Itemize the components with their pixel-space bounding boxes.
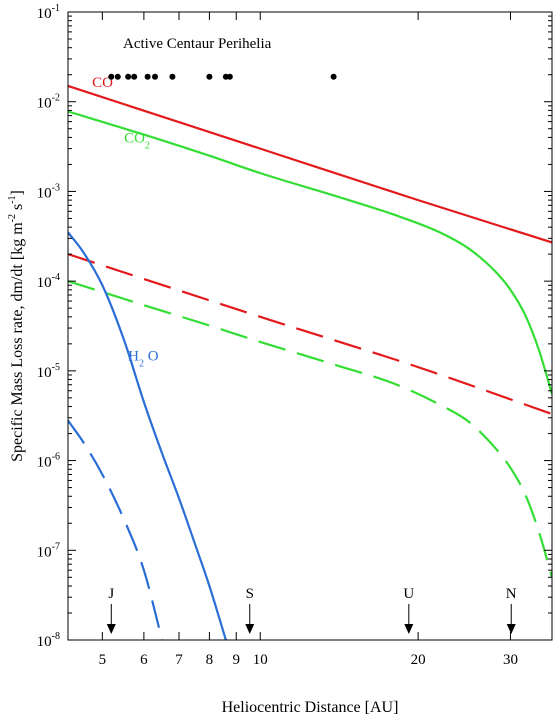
plot-frame [67,11,553,641]
series-layer [68,84,552,640]
series-label: CO2 [124,131,150,152]
co2-solid-line [68,110,552,395]
perihelion-point [151,73,158,80]
perihelion-point [330,73,337,80]
perihelia-label: Active Centaur Perihelia [123,36,272,52]
y-tick-label: 10-8 [37,631,60,650]
planet-arrow-head [106,624,116,634]
x-tick-label: 9 [232,652,240,668]
planet-label-j: J [108,586,114,602]
x-tick-label: 30 [503,652,518,668]
co2-dashed-line [68,280,552,578]
perihelion-point [144,73,151,80]
x-axis-label: Heliocentric Distance [AU] [222,699,399,716]
perihelion-point [169,73,176,80]
x-tick-label: 5 [99,652,107,668]
y-tick-label: 10-7 [37,541,60,560]
planet-label-n: N [506,586,517,602]
tick-layer: 5 6 7 8 9 10 20 30 10-8 10-7 10-6 10-5 10-4 10-3 10-2 1… [37,3,552,668]
y-tick-label: 10-6 [37,452,60,471]
y-tick-label: 10-2 [37,93,60,112]
x-tick-label: 20 [411,652,426,668]
perihelion-point [206,73,213,80]
series-label: H2 O [128,349,159,370]
x-tick-label: 6 [140,652,148,668]
y-tick-label: 10-5 [37,362,60,381]
perihelion-point [226,73,233,80]
x-tick-label: 7 [175,652,183,668]
co-dashed-line [68,253,552,416]
y-axis-label: Specific Mass Loss rate, dm/dt [kg m-2 s… [7,190,26,462]
planet-label-s: S [246,586,254,602]
x-tick-label: 8 [206,652,214,668]
perihelion-point [131,73,138,80]
x-tick-label: 10 [253,652,268,668]
annotation-layer: CO CO2 H2 O Active Centaur Perihelia J S U N [92,36,517,634]
planet-label-u: U [403,586,414,602]
co-solid-line [68,84,552,244]
y-tick-label: 10-4 [37,272,60,291]
y-tick-label: 10-3 [37,182,60,201]
planet-arrow-head [245,624,255,634]
planet-arrow-head [404,624,414,634]
h2o-dashed-line [68,419,164,640]
perihelion-point [114,73,121,80]
planet-arrow-head [506,624,516,634]
perihelion-point [108,73,115,80]
y-tick-label: 10-1 [37,3,60,22]
perihelion-point [125,73,132,80]
series-label: CO [92,75,113,91]
h2o-solid-line [68,231,227,640]
